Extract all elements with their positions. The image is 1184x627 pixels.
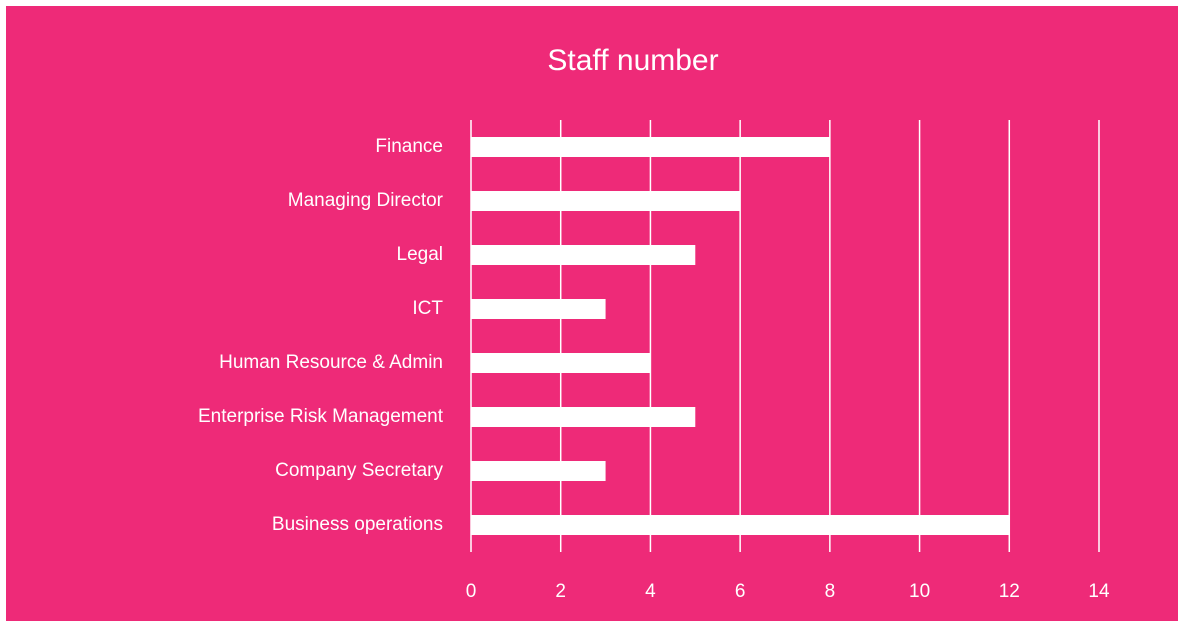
x-tick-label: 0 [466,581,477,602]
bar [471,299,606,319]
x-tick-label: 10 [909,581,930,602]
bar [471,461,606,481]
x-tick-label: 14 [1088,581,1110,602]
x-tick-label: 8 [825,581,836,602]
bar [471,191,741,211]
x-tick-label: 12 [999,581,1020,602]
y-tick-label: Enterprise Risk Management [198,406,444,427]
bar [471,515,1010,535]
y-tick-label: Legal [397,244,444,265]
bar [471,245,696,265]
x-tick-label: 4 [645,581,656,602]
x-tick-label: 6 [735,581,746,602]
y-tick-label: Business operations [272,514,443,535]
y-tick-label: ICT [412,298,443,319]
chart-title: Staff number [547,44,718,77]
y-tick-label: Company Secretary [275,460,443,481]
bar [471,353,651,373]
y-tick-label: Human Resource & Admin [219,352,443,373]
bar [471,407,696,427]
bar [471,137,830,157]
y-tick-label: Finance [375,136,443,157]
y-tick-label: Managing Director [288,190,444,211]
x-tick-label: 2 [555,581,566,602]
